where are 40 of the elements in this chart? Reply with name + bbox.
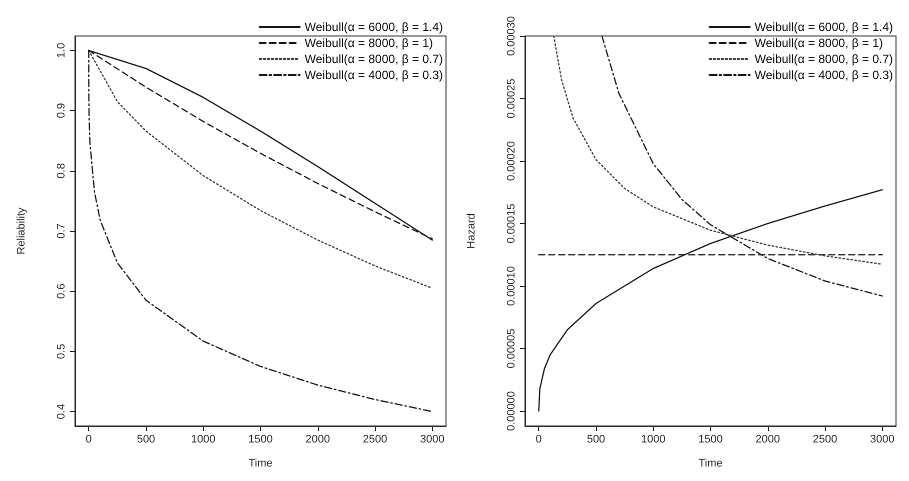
y-tick-label: 0.00015 bbox=[506, 204, 518, 244]
y-tick-label: 0.00005 bbox=[506, 328, 518, 368]
y-tick-label: 0.00025 bbox=[506, 78, 518, 118]
x-tick-label: 0 bbox=[536, 434, 542, 446]
y-axis-title: Hazard bbox=[466, 213, 478, 249]
x-tick-label: 1500 bbox=[698, 434, 723, 446]
y-tick-label: 1.0 bbox=[56, 42, 68, 58]
y-tick-label: 0.00010 bbox=[506, 266, 518, 306]
y-tick-label: 0.00020 bbox=[506, 141, 518, 181]
x-tick-label: 0 bbox=[86, 434, 92, 446]
y-tick-label: 0.9 bbox=[56, 102, 68, 118]
x-tick-label: 500 bbox=[586, 434, 606, 446]
y-tick-label: 0.00030 bbox=[506, 16, 518, 56]
legend-label: Weibull(α = 4000, β = 0.3) bbox=[754, 68, 894, 82]
y-tick-label: 0.8 bbox=[56, 163, 68, 178]
legend-label: Weibull(α = 8000, β = 1) bbox=[754, 36, 883, 50]
y-axis-title: Reliability bbox=[16, 206, 28, 255]
legend-label: Weibull(α = 4000, β = 0.3) bbox=[304, 68, 444, 82]
x-tick-label: 500 bbox=[136, 434, 156, 446]
x-axis-title: Time bbox=[698, 458, 723, 470]
legend-label: Weibull(α = 6000, β = 1.4) bbox=[754, 20, 894, 34]
y-tick-label: 0.7 bbox=[56, 223, 68, 239]
x-tick-label: 1000 bbox=[641, 434, 666, 446]
y-tick-label: 0.5 bbox=[56, 344, 68, 360]
x-tick-label: 2000 bbox=[306, 434, 330, 446]
y-tick-label: 0.00000 bbox=[506, 391, 518, 431]
legend-label: Weibull(α = 8000, β = 1) bbox=[304, 36, 433, 50]
x-tick-label: 2500 bbox=[812, 434, 838, 446]
y-tick-label: 0.4 bbox=[56, 404, 68, 420]
legend-label: Weibull(α = 6000, β = 1.4) bbox=[304, 20, 444, 34]
x-tick-label: 3000 bbox=[870, 434, 894, 446]
x-tick-label: 2500 bbox=[362, 434, 388, 446]
x-tick-label: 3000 bbox=[420, 434, 444, 446]
x-tick-label: 1500 bbox=[248, 434, 273, 446]
x-axis-title: Time bbox=[248, 458, 273, 470]
x-tick-label: 1000 bbox=[191, 434, 216, 446]
legend-label: Weibull(α = 8000, β = 0.7) bbox=[304, 52, 444, 66]
x-tick-label: 2000 bbox=[756, 434, 780, 446]
y-tick-label: 0.6 bbox=[56, 284, 68, 299]
legend-label: Weibull(α = 8000, β = 0.7) bbox=[754, 52, 894, 66]
